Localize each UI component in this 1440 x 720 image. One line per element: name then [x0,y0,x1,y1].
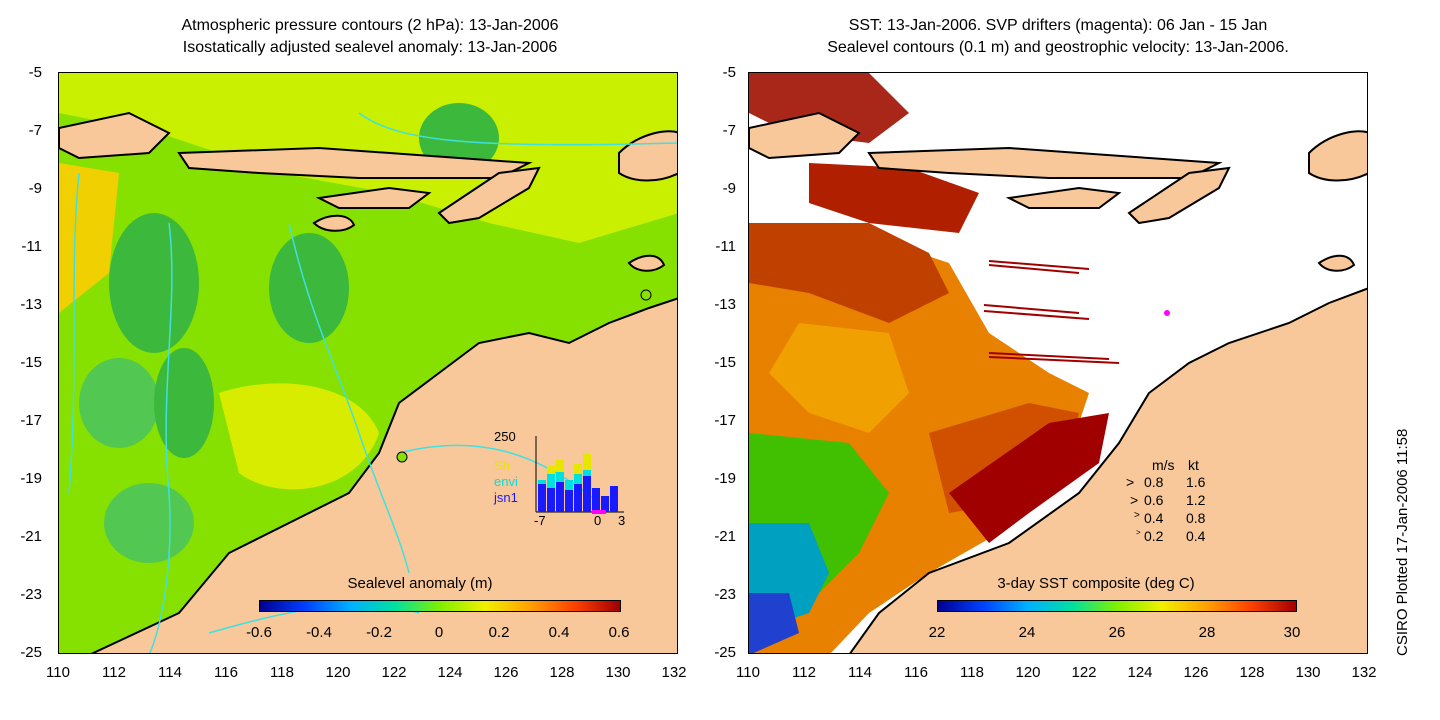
x-tick: 122 [381,664,407,681]
x-tick: 118 [270,664,294,681]
inset-xtick-right: 3 [618,513,626,528]
inset-xtick-left: -7 [534,513,546,528]
sst-map [748,72,1368,654]
x-tick: 128 [549,664,575,681]
y-tick: -19 [714,470,736,487]
y-tick: -25 [20,644,42,661]
velocity-kt-value: 0.4 [1186,528,1206,544]
x-tick: 124 [1127,664,1153,681]
right-colorbar-label: 3-day SST composite (deg C) [997,575,1195,592]
inset-legend-envi: envi [494,474,518,489]
y-tick: -11 [715,238,736,255]
velocity-ms-value: 0.4 [1144,510,1164,526]
y-tick: -5 [28,64,42,81]
x-tick: 110 [736,664,760,681]
velocity-header-ms: m/s [1152,457,1175,473]
velocity-kt-value: 1.6 [1186,474,1206,490]
left-cb-tick: -0.6 [246,624,272,641]
left-colorbar [259,600,621,612]
velocity-ms-value: 0.8 [1144,474,1164,490]
x-tick: 110 [46,664,70,681]
y-tick: -5 [722,64,736,81]
y-tick: -11 [21,238,42,255]
x-tick: 126 [1183,664,1209,681]
right-cb-tick: 22 [928,624,946,641]
left-title-line2: Isostatically adjusted sealevel anomaly:… [182,39,558,56]
right-title-line1: SST: 13-Jan-2006. SVP drifters (magenta)… [848,17,1268,34]
sealevel-anomaly-map [58,72,678,654]
left-title-line1: Atmospheric pressure contours (2 hPa): 1… [181,17,559,34]
velocity-ms-value: 0.2 [1144,528,1164,544]
y-tick: -17 [20,412,42,429]
y-tick: -21 [20,528,42,545]
x-tick: 116 [904,664,928,681]
left-cb-tick: 0.6 [608,624,630,641]
x-tick: 132 [1351,664,1377,681]
velocity-ms-value: 0.6 [1144,492,1164,508]
credit-text: CSIRO Plotted 17-Jan-2006 11:58 [1394,428,1411,656]
inset-legend-jsn1: jsn1 [494,490,518,505]
inset-legend-sh: Sh [494,458,510,473]
y-tick: -17 [714,412,736,429]
velocity-kt-value: 0.8 [1186,510,1206,526]
velocity-kt-value: 1.2 [1186,492,1206,508]
inset-bars [535,436,624,514]
x-tick: 124 [437,664,463,681]
y-tick: -15 [20,354,42,371]
velocity-arrow-icon: > [1136,528,1141,537]
x-tick: 112 [102,664,126,681]
x-tick: 118 [960,664,984,681]
y-tick: -19 [20,470,42,487]
inset-ymax-label: 250 [494,429,516,444]
y-tick: -13 [714,296,736,313]
y-tick: -23 [20,586,42,603]
left-cb-tick: 0.2 [488,624,510,641]
y-tick: -21 [714,528,736,545]
x-tick: 120 [1015,664,1041,681]
y-tick: -23 [714,586,736,603]
velocity-arrow-icon: > [1130,492,1139,508]
x-tick: 114 [848,664,872,681]
right-cb-tick: 28 [1198,624,1216,641]
x-tick: 112 [792,664,816,681]
y-tick: -9 [722,180,736,197]
x-tick: 116 [214,664,238,681]
left-colorbar-label: Sealevel anomaly (m) [347,575,493,592]
right-title-line2: Sealevel contours (0.1 m) and geostrophi… [827,39,1289,56]
velocity-arrow-icon: > [1134,510,1140,521]
x-tick: 114 [158,664,182,681]
y-tick: -13 [20,296,42,313]
x-tick: 120 [325,664,351,681]
right-cb-tick: 24 [1018,624,1036,641]
y-tick: -7 [722,122,736,139]
inset-xtick-mid: 0 [594,513,602,528]
left-cb-tick: 0.4 [548,624,570,641]
x-tick: 126 [493,664,519,681]
x-tick: 122 [1071,664,1097,681]
y-tick: -25 [714,644,736,661]
x-tick: 132 [661,664,687,681]
left-cb-tick: -0.4 [306,624,332,641]
right-cb-tick: 30 [1283,624,1301,641]
velocity-arrow-icon: > [1126,474,1135,490]
right-colorbar [937,600,1297,612]
velocity-header-kt: kt [1188,457,1199,473]
x-tick: 130 [1295,664,1321,681]
x-tick: 128 [1239,664,1265,681]
left-cb-tick: 0 [434,624,444,641]
y-tick: -9 [28,180,42,197]
y-tick: -7 [28,122,42,139]
right-cb-tick: 26 [1108,624,1126,641]
left-cb-tick: -0.2 [366,624,392,641]
x-tick: 130 [605,664,631,681]
y-tick: -15 [714,354,736,371]
